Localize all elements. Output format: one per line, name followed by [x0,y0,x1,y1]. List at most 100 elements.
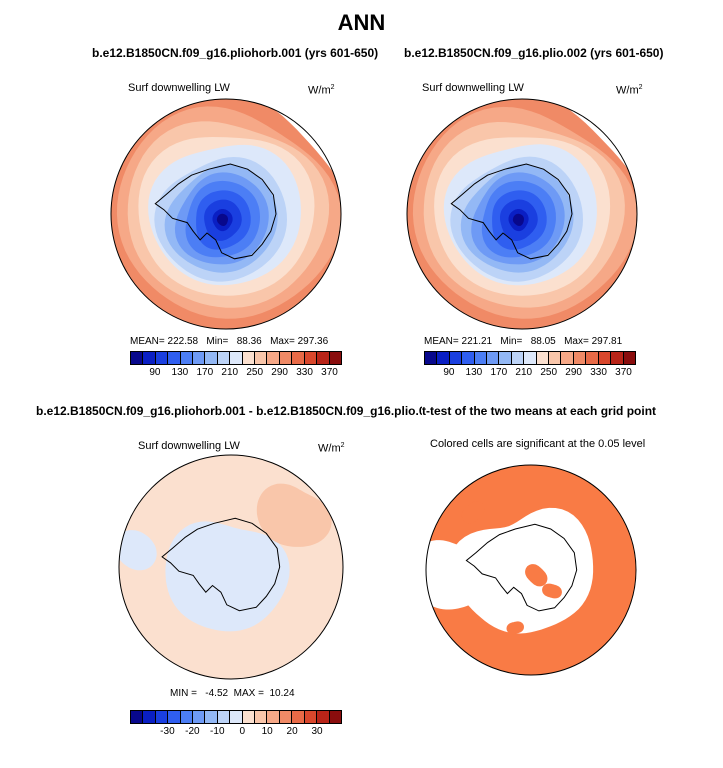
panel-2-colorbar-swatch [474,352,488,364]
panel-2-colorbar-tick-label: 330 [590,367,607,378]
panel-1-colorbar-swatch [230,352,243,364]
panel-3-colorbar-tick-label: 30 [311,726,323,737]
panel-4-title: t-test of the two means at each grid poi… [422,404,657,418]
panel-1-colorbar-swatch [217,352,231,364]
panel-4-map-wrap [425,464,637,676]
panel-3-colorbar [130,710,342,724]
panel-1-colorbar-tick-label: 290 [271,367,288,378]
panel-2-colorbar-swatch [425,352,438,364]
panel-1-colorbar-swatch [155,352,169,364]
panel-2-colorbar-swatch [611,352,624,364]
panel-3-stats: MIN = -4.52 MAX = 10.24 [170,688,295,699]
panel-2-colorbar-tick-label: 130 [465,367,483,378]
panel-2-colorbar-tick-label: 210 [515,367,533,378]
panel-2-colorbar-swatch [536,352,550,364]
panel-3-colorbar-swatch [180,711,194,723]
panel-2-colorbar-swatch [499,352,512,364]
panel-3-colorbar-tick-label: 20 [286,726,298,737]
panel-1-colorbar-swatch [292,352,305,364]
panel-2-map-boundary [406,98,638,330]
panel-1-units: W/m2 [308,84,335,97]
panel-4-significant-region [542,583,562,599]
panel-3-colorbar-swatch [279,711,293,723]
panel-1-colorbar-swatch [193,352,206,364]
panel-4-map-coastline [465,523,578,612]
panel-3-colorbar-swatch [131,711,144,723]
panel-1-colorbar-tick-label: 90 [149,367,161,378]
panel-3-units: W/m2 [318,442,345,455]
panel-3-colorbar-swatch [155,711,169,723]
panel-2-colorbar-swatch [524,352,537,364]
panel-3-colorbar-ticks: -30 -20 -10 0 10 20 30 [130,726,342,740]
panel-3-colorbar-tick-label: 0 [239,726,246,737]
panel-3-colorbar-swatch [317,711,330,723]
panel-4-significant-region [506,621,524,635]
panel-2-colorbar-ticks: 90 130 170 210 250 290 330 370 [424,367,636,381]
panel-1-map-coastline [154,163,277,260]
panel-3-colorbar-swatch [230,711,243,723]
panel-2-map-coastline [450,163,573,260]
panel-2-colorbar-swatch [449,352,463,364]
panel-3-contour-band [165,521,290,632]
panel-3-colorbar-swatch [329,711,341,723]
panel-1-variable: Surf downwelling LW [128,82,230,94]
panel-1-colorbar [130,351,342,365]
panel-1-colorbar-swatch [304,352,318,364]
panel-1-colorbar-swatch [329,352,341,364]
panel-1-colorbar-swatch [242,352,256,364]
panel-3-colorbar-swatch [205,711,218,723]
panel-3-colorbar-swatch [217,711,231,723]
panel-1-colorbar-swatch [255,352,268,364]
panel-3-colorbar-swatch [292,711,305,723]
panel-1-colorbar-tick-label: 330 [296,367,313,378]
panel-3-colorbar-swatch [304,711,318,723]
panel-1-map-boundary [110,98,342,330]
panel-2-colorbar-swatch [549,352,562,364]
panel-1-colorbar-swatch [180,352,194,364]
panel-2-colorbar-swatch [487,352,500,364]
panel-2-colorbar-swatch [623,352,635,364]
panel-2-colorbar-tick-label: 170 [490,367,508,378]
panel-3-map-boundary [118,454,344,680]
panel-2-colorbar-tick-label: 290 [565,367,582,378]
panel-1-colorbar-swatch [131,352,144,364]
panel-3-title: b.e12.B1850CN.f09_g16.pliohorb.001 - b.e… [36,404,439,418]
panel-3-variable: Surf downwelling LW [138,440,240,452]
panel-3-colorbar-tick-label: -10 [210,726,225,737]
panel-1-stats: MEAN= 222.58 Min= 88.36 Max= 297.36 [130,336,329,347]
panel-2-colorbar-tick-label: 250 [540,367,558,378]
panel-2-colorbar-swatch [462,352,475,364]
panel-2-colorbar-swatch [437,352,450,364]
panel-2-colorbar-swatch [573,352,587,364]
panel-3-colorbar-swatch [193,711,206,723]
panel-2-map [406,98,638,330]
panel-3-colorbar-swatch [267,711,280,723]
panel-2-colorbar-swatch [586,352,599,364]
panel-3-colorbar-swatch [143,711,156,723]
panel-3-colorbar-tick-label: -20 [185,726,200,737]
panel-1-colorbar-swatch [143,352,156,364]
panel-1-colorbar-tick-label: 170 [196,367,214,378]
panel-4-significant-region [461,501,485,524]
panel-1-colorbar-swatch [317,352,330,364]
panel-3-map-coastline [161,517,281,612]
panel-2-colorbar-tick-label: 370 [615,367,632,378]
panel-4-map [425,464,637,676]
panel-2-map-contour-band [512,213,524,226]
panel-3-colorbar-swatch [242,711,256,723]
panel-1-colorbar-tick-label: 210 [221,367,239,378]
panel-3-colorbar-tick-label: 10 [261,726,273,737]
panel-1-map-contour-band [216,213,228,226]
panel-3-colorbar-tick-label: -30 [160,726,175,737]
panel-2-colorbar-swatch [598,352,612,364]
panel-3-contour-band [119,530,157,571]
panel-1-colorbar-tick-label: 130 [171,367,189,378]
panel-1-colorbar-swatch [279,352,293,364]
main-title: ANN [337,10,386,35]
panel-2-title: b.e12.B1850CN.f09_g16.plio.002 (yrs 601-… [404,46,664,60]
panel-1-colorbar-swatch [267,352,280,364]
panel-2-colorbar [424,351,636,365]
panel-3-contour-band [256,483,332,547]
panel-2-colorbar-swatch [511,352,525,364]
panel-4-significant-region [525,564,548,587]
